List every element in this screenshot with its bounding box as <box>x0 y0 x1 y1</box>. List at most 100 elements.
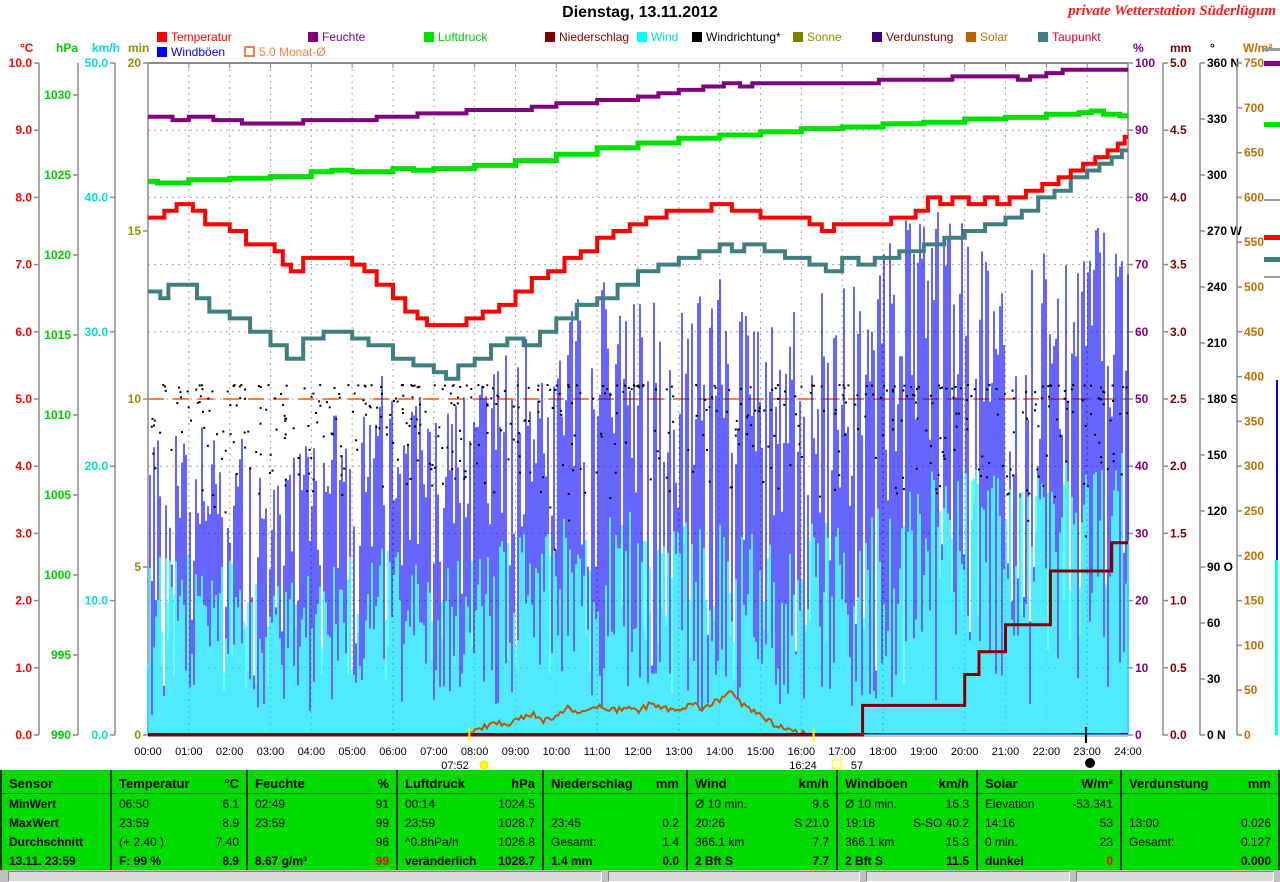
axis-unit-label: mm <box>1170 41 1191 55</box>
axis-tick-label: 1.5 <box>1170 526 1187 540</box>
table-row: dunkel 0 <box>978 852 1120 871</box>
edge-marker <box>1264 276 1280 278</box>
table-row: 366.1 km 7.7 <box>688 833 836 852</box>
table-row: Gesamt: 1.4 <box>544 833 686 852</box>
legend-item-solar: Solar <box>966 30 1008 44</box>
x-axis-label: 03:00 <box>257 746 285 758</box>
table-cell-label: 0 min. <box>985 835 1018 849</box>
table-header-row: Solar W/m² <box>978 772 1120 794</box>
table-cell-label: Gesamt: <box>551 835 597 849</box>
table-cell-value: 0.0 <box>662 854 679 868</box>
table-cell-value: 9.6 <box>812 797 829 811</box>
axis-tick-label: 90 O <box>1207 560 1233 574</box>
legend-item-luftdruck: Luftdruck <box>424 30 487 44</box>
axis-tick-label: 50 <box>1135 392 1149 406</box>
axis-tick-label: 10.0 <box>85 594 109 608</box>
table-cell-label: Gesamt: <box>1129 835 1175 849</box>
table-header-row: Verdunstung mm <box>1122 772 1278 794</box>
table-cell-label: 23:59 <box>255 816 286 830</box>
x-axis-label: 12:00 <box>624 746 652 758</box>
wind-swatch-icon <box>637 32 647 42</box>
status-bar-segment <box>866 871 1070 882</box>
legend-item-feuchte: Feuchte <box>308 30 365 44</box>
table-cell-label: 19:18 <box>845 816 876 830</box>
legend-label: Taupunkt <box>1052 30 1101 44</box>
station-name: private Wetterstation Süderlügum <box>1068 3 1276 19</box>
table-row: 2 Bft S 7.7 <box>688 852 836 871</box>
x-axis-label: 10:00 <box>543 746 571 758</box>
axis-tick-label: 4.0 <box>1170 190 1187 204</box>
table-column-wind: Wind km/h Ø 10 min. 9.6 20:26 S 21.0 366.1 km 7… <box>688 770 836 870</box>
table-row: Elevation -53.341 <box>978 795 1120 814</box>
sunset-extra-label: 57 <box>851 760 863 770</box>
table-row: 14:16 53 <box>978 814 1120 833</box>
axis-tick-label: 270 W <box>1207 224 1242 238</box>
axis-tick-label: 80 <box>1135 190 1149 204</box>
legend-item-monat: 5.0 Monat-Ø <box>244 45 326 59</box>
table-cell-label: 23:45 <box>551 816 582 830</box>
table-cell-label: Verdunstung <box>1129 776 1209 791</box>
table-header-row: Sensor <box>2 772 110 794</box>
table-column-solar: Solar W/m² Elevation -53.341 14:16 53 0 min. 23… <box>978 770 1120 870</box>
table-cell-value: 11.5 <box>946 854 969 868</box>
table-cell-label: 8.67 g/m³ <box>255 854 308 868</box>
table-cell-label: 366.1 km <box>845 835 895 849</box>
axis-tick-label: 60 <box>1207 616 1221 630</box>
table-cell-label: 23:59 <box>405 816 436 830</box>
table-cell-value: 99 <box>375 816 389 830</box>
table-cell-value: 91 <box>375 797 389 811</box>
solar-line <box>462 690 809 737</box>
table-row: Ø 10 min. 9.6 <box>688 795 836 814</box>
axis-tick-label: 1000 <box>44 568 71 582</box>
table-cell-label: 00:14 <box>405 797 436 811</box>
edge-marker <box>1264 122 1280 127</box>
legend-item-wind: Wind <box>637 30 678 44</box>
axis-tick-label: 1025 <box>44 168 71 182</box>
x-axis-label: 18:00 <box>869 746 897 758</box>
axis-tick-label: 300 <box>1207 168 1227 182</box>
x-axis-label: 22:00 <box>1033 746 1061 758</box>
table-row: 13:00 0.026 <box>1122 814 1278 833</box>
table-row: 96 <box>248 833 396 852</box>
legend-label: Sonne <box>807 30 842 44</box>
axis-tick-label: 2.5 <box>1170 392 1187 406</box>
table-cell-value: 0.127 <box>1240 835 1271 849</box>
table-column-sensor: Sensor MinWert MaxWert Durchschnitt 13.11. 2… <box>2 770 110 870</box>
temperatur-swatch-icon <box>157 32 167 42</box>
luftdruck-swatch-icon <box>424 32 434 42</box>
x-axis-label: 23:00 <box>1073 746 1101 758</box>
axis-tick-label: 0 N <box>1207 728 1226 742</box>
axis-tick-label: 0.5 <box>1170 661 1187 675</box>
axis-tick-label: 0.0 <box>91 728 108 742</box>
table-cell-label: Wind <box>695 776 727 791</box>
axis-tick-label: 150 <box>1207 448 1227 462</box>
table-cell-label: (+ 2.40 ) <box>119 835 165 849</box>
table-cell-value: 0.026 <box>1240 816 1271 830</box>
table-cell-label: Luftdruck <box>405 776 465 791</box>
table-cell-label: ^0.8hPa/h <box>405 835 459 849</box>
table-cell-label: Solar <box>985 776 1018 791</box>
niederschlag-swatch-icon <box>545 32 555 42</box>
moon-icon <box>1085 758 1095 768</box>
axis-tick-label: 100 <box>1135 56 1155 70</box>
table-cell-label: 02:49 <box>255 797 286 811</box>
legend-label: Niederschlag <box>559 30 630 44</box>
axis-tick-label: 2.0 <box>15 594 32 608</box>
table-cell-label: Ø 10 min. <box>845 797 898 811</box>
table-row: 366.1 km 15.3 <box>838 833 976 852</box>
table-cell-label: Feuchte <box>255 776 305 791</box>
legend-label: Temperatur <box>171 30 232 44</box>
axis-tick-label: 4.0 <box>15 459 32 473</box>
table-cell-value: hPa <box>511 776 535 791</box>
table-cell-label: 366.1 km <box>695 835 745 849</box>
table-row: (+ 2.40 ) 7.40 <box>112 833 246 852</box>
axis-unit-label: ° <box>1210 41 1215 55</box>
x-axis-label: 20:00 <box>951 746 979 758</box>
temperature-line <box>148 134 1128 328</box>
table-cell-label: Durchschnitt <box>9 835 84 849</box>
table-cell-label: 13:00 <box>1129 816 1160 830</box>
table-cell-label: Sensor <box>9 776 54 791</box>
table-cell-label: 23:59 <box>119 816 150 830</box>
table-row <box>544 795 686 814</box>
edge-wind-spike <box>1275 560 1278 735</box>
